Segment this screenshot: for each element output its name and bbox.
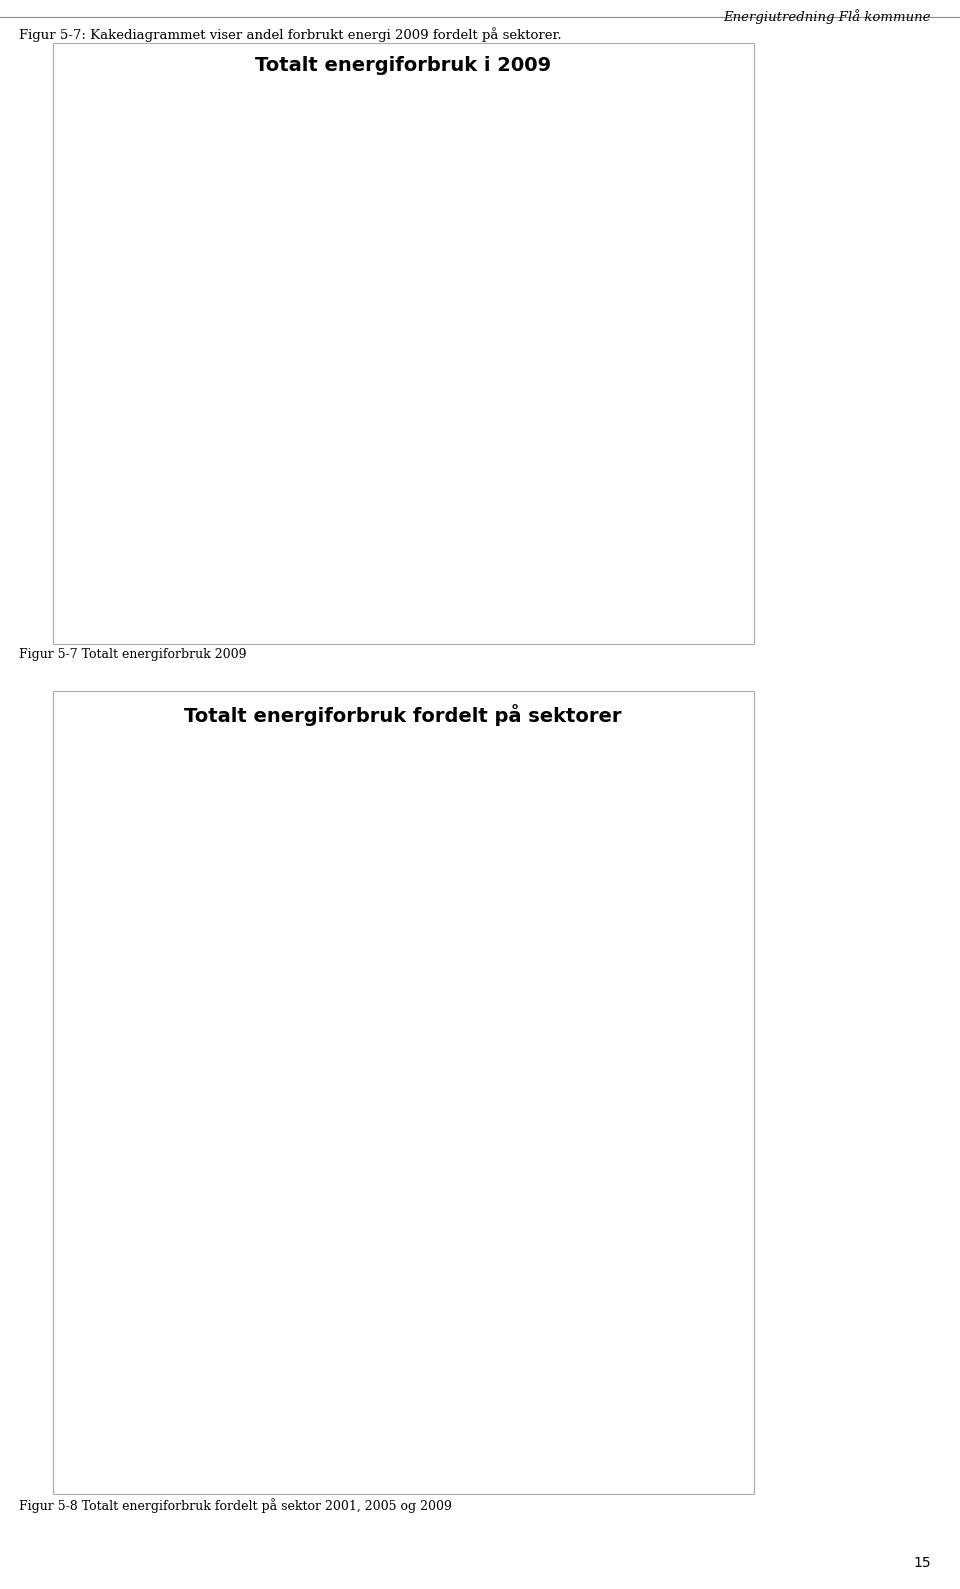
- Bar: [535, 1289, 550, 1328]
- Bar: [439, 497, 462, 532]
- Text: Totalt energiforbruk fordelt på sektorer: Totalt energiforbruk fordelt på sektorer: [184, 704, 622, 726]
- Text: Industri: Industri: [474, 194, 525, 207]
- Bar: [285, 1314, 358, 1452]
- Bar: [155, 1446, 227, 1454]
- Bar: [439, 331, 462, 365]
- Text: Figur 5-7 Totalt energiforbruk 2009: Figur 5-7 Totalt energiforbruk 2009: [19, 648, 247, 661]
- Bar: [417, 1452, 489, 1454]
- Text: Tjenesteyting: Tjenesteyting: [561, 1131, 646, 1144]
- Bar: [535, 928, 550, 969]
- Text: 15: 15: [914, 1556, 931, 1570]
- Bar: [417, 858, 489, 1262]
- Bar: [417, 1262, 489, 1452]
- Bar: [535, 1117, 550, 1157]
- Text: Totalt energiforbruk i 2009: Totalt energiforbruk i 2009: [255, 56, 551, 75]
- Bar: [439, 183, 462, 218]
- Bar: [285, 1452, 358, 1454]
- Bar: [155, 1306, 227, 1446]
- Text: Figur 5-8 Totalt energiforbruk fordelt på sektor 2001, 2005 og 2009: Figur 5-8 Totalt energiforbruk fordelt p…: [19, 1498, 452, 1513]
- Bar: [155, 938, 227, 1306]
- Text: 0 %: 0 %: [228, 202, 255, 216]
- Text: Tjenesteyting: Tjenesteyting: [474, 342, 565, 354]
- Text: Industri: Industri: [561, 1303, 609, 1316]
- Wedge shape: [240, 235, 242, 350]
- Text: Energiutredning Flå kommune: Energiutredning Flå kommune: [724, 8, 931, 24]
- Text: Husholdninger, Landbruk
og Hytter: Husholdninger, Landbruk og Hytter: [561, 934, 719, 963]
- Text: 33 %: 33 %: [284, 308, 321, 323]
- Text: Husholdninger, Landbruk
og Hytter: Husholdninger, Landbruk og Hytter: [474, 501, 643, 529]
- Bar: [285, 990, 358, 1314]
- Text: Figur 5-7: Kakediagrammet viser andel forbrukt energi 2009 fordelt på sektorer.: Figur 5-7: Kakediagrammet viser andel fo…: [19, 27, 562, 41]
- Wedge shape: [240, 235, 355, 408]
- Text: 67 %: 67 %: [159, 377, 196, 391]
- Wedge shape: [125, 235, 339, 464]
